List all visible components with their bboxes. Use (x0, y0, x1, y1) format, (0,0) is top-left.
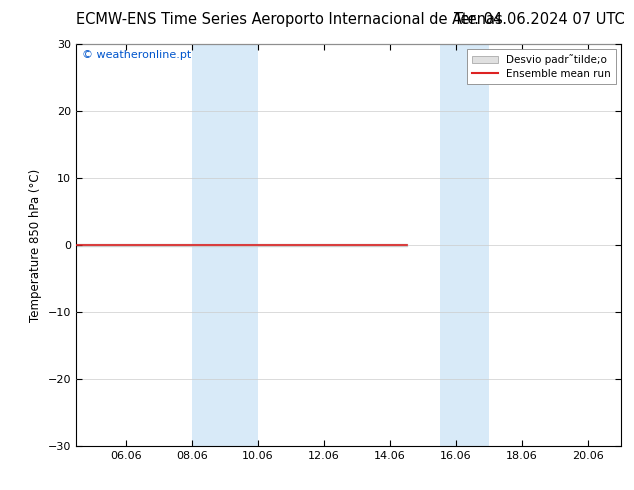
Bar (191, 44, 258, 446)
Text: Ter. 04.06.2024 07 UTC: Ter. 04.06.2024 07 UTC (454, 12, 624, 27)
Y-axis label: Temperature 850 hPa (°C): Temperature 850 hPa (°C) (29, 169, 42, 321)
Text: © weatheronline.pt: © weatheronline.pt (82, 50, 191, 60)
Bar (439, 44, 489, 446)
Text: ECMW-ENS Time Series Aeroporto Internacional de Atenas: ECMW-ENS Time Series Aeroporto Internaci… (76, 12, 503, 27)
Legend: Desvio padr˜tilde;o, Ensemble mean run: Desvio padr˜tilde;o, Ensemble mean run (467, 49, 616, 84)
